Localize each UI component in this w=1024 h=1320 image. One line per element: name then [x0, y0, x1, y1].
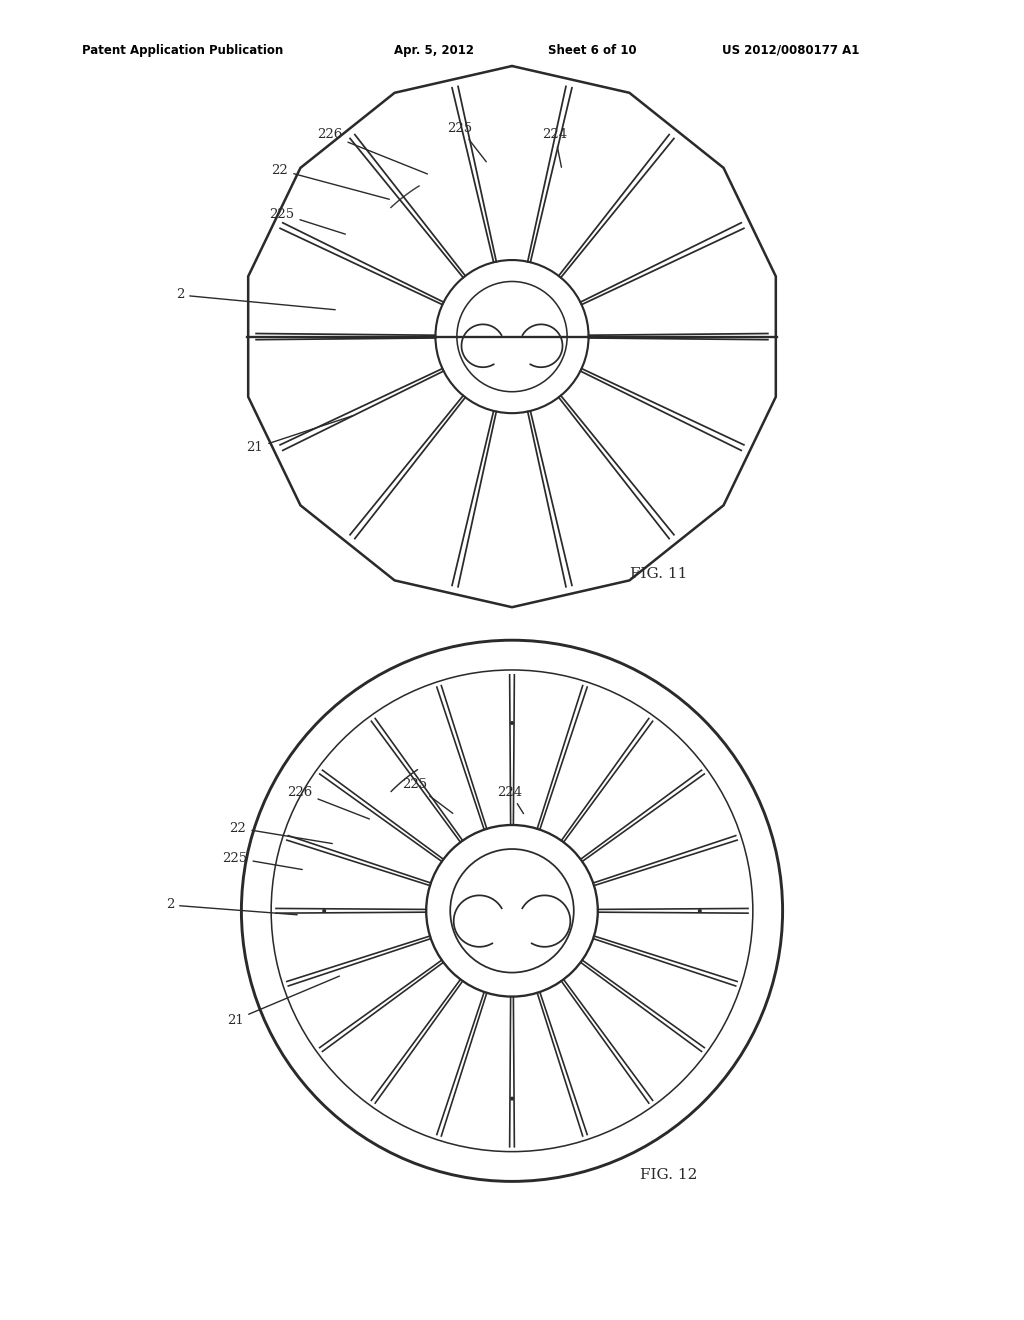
Text: 21: 21 [247, 416, 352, 454]
Text: Apr. 5, 2012: Apr. 5, 2012 [394, 44, 474, 57]
Text: Patent Application Publication: Patent Application Publication [82, 44, 284, 57]
Text: 225: 225 [222, 851, 302, 870]
Text: 22: 22 [229, 821, 332, 843]
Text: 226: 226 [288, 785, 370, 818]
Text: FIG. 11: FIG. 11 [630, 568, 687, 581]
Text: Sheet 6 of 10: Sheet 6 of 10 [548, 44, 637, 57]
Text: US 2012/0080177 A1: US 2012/0080177 A1 [722, 44, 859, 57]
Text: 22: 22 [271, 164, 389, 199]
Text: 2: 2 [176, 289, 335, 310]
Text: 226: 226 [317, 128, 427, 174]
Text: FIG. 12: FIG. 12 [640, 1168, 697, 1181]
Text: 225: 225 [269, 207, 345, 234]
Text: 2: 2 [166, 899, 297, 915]
Text: 224: 224 [498, 785, 523, 813]
Text: 225: 225 [447, 121, 486, 162]
Text: 21: 21 [226, 975, 339, 1027]
Text: 225: 225 [402, 779, 453, 813]
Text: 224: 224 [543, 128, 567, 168]
